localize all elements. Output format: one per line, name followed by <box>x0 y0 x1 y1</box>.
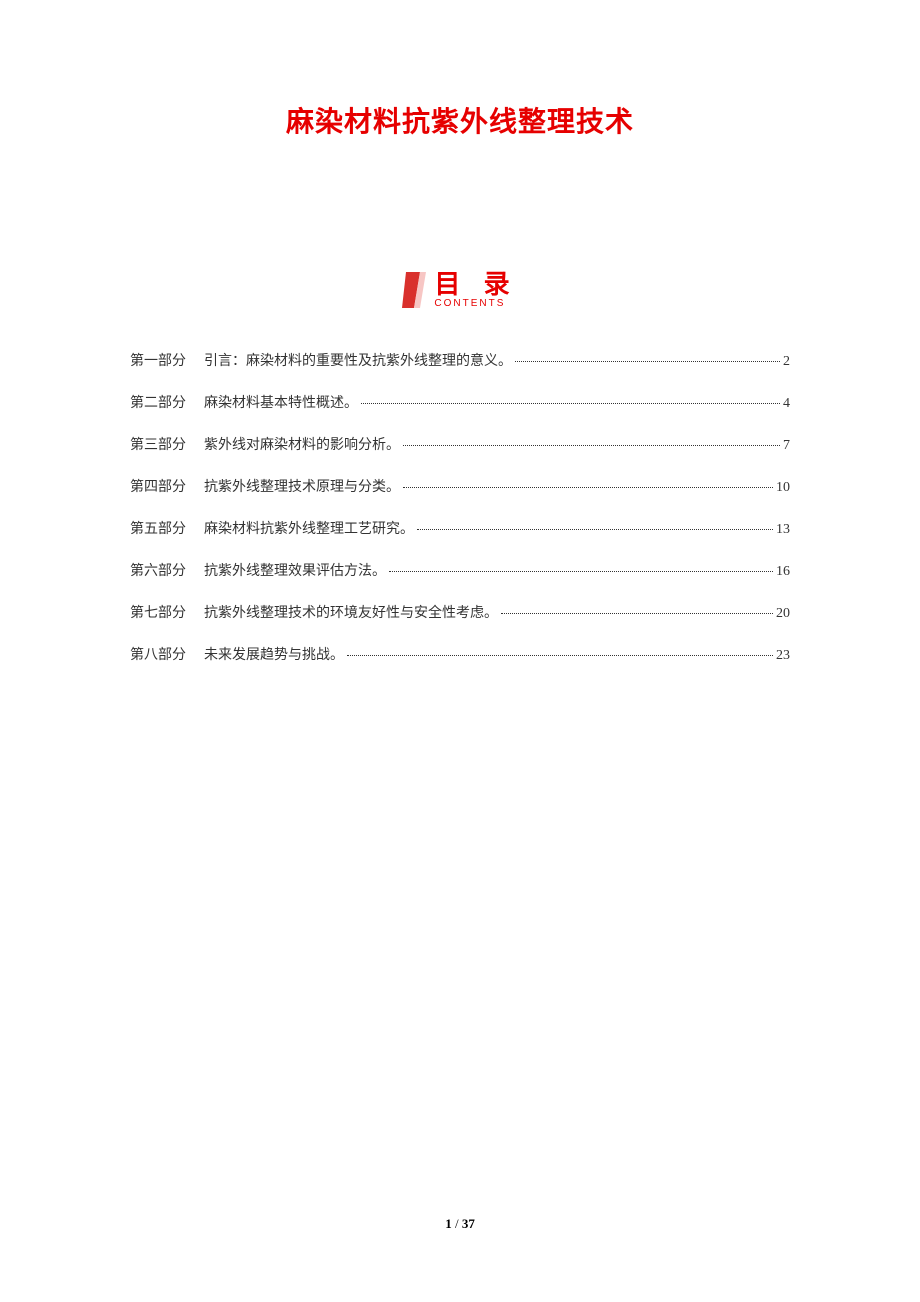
page-footer: 1 / 37 <box>0 1216 920 1232</box>
toc-page-number: 4 <box>783 396 790 412</box>
toc-page-number: 2 <box>783 354 790 370</box>
toc-leader-dots <box>403 445 780 446</box>
toc-part-label: 第八部分 <box>130 644 186 664</box>
toc-row[interactable]: 第七部分 抗紫外线整理技术的环境友好性与安全性考虑。 20 <box>130 602 790 622</box>
toc-row[interactable]: 第二部分 麻染材料基本特性概述。 4 <box>130 392 790 412</box>
toc-label-cn: 目 录 <box>434 271 517 297</box>
toc-item-text: 抗紫外线整理效果评估方法。 <box>204 560 386 580</box>
toc-leader-dots <box>361 403 780 404</box>
toc-part-label: 第四部分 <box>130 476 186 496</box>
toc-page-number: 16 <box>776 564 790 580</box>
toc-item-text: 抗紫外线整理技术的环境友好性与安全性考虑。 <box>204 602 498 622</box>
toc-leader-dots <box>501 613 773 614</box>
toc-item-text: 未来发展趋势与挑战。 <box>204 644 344 664</box>
page-total: 37 <box>462 1216 475 1231</box>
page-sep: / <box>452 1216 462 1231</box>
toc-row[interactable]: 第四部分 抗紫外线整理技术原理与分类。 10 <box>130 476 790 496</box>
toc-item-text: 引言：麻染材料的重要性及抗紫外线整理的意义。 <box>204 350 512 370</box>
toc-leader-dots <box>417 529 773 530</box>
toc-leader-dots <box>347 655 773 656</box>
toc-page-number: 23 <box>776 648 790 664</box>
toc-leader-dots <box>515 361 780 362</box>
toc-icon <box>402 270 426 310</box>
toc-row[interactable]: 第一部分 引言：麻染材料的重要性及抗紫外线整理的意义。 2 <box>130 350 790 370</box>
toc-item-text: 紫外线对麻染材料的影响分析。 <box>204 434 400 454</box>
toc-item-text: 麻染材料抗紫外线整理工艺研究。 <box>204 518 414 538</box>
toc-leader-dots <box>389 571 773 572</box>
toc-label-en: CONTENTS <box>434 299 505 309</box>
toc-item-text: 麻染材料基本特性概述。 <box>204 392 358 412</box>
toc-row[interactable]: 第五部分 麻染材料抗紫外线整理工艺研究。 13 <box>130 518 790 538</box>
toc-part-label: 第二部分 <box>130 392 186 412</box>
toc-list: 第一部分 引言：麻染材料的重要性及抗紫外线整理的意义。 2 第二部分 麻染材料基… <box>130 350 790 664</box>
toc-part-label: 第六部分 <box>130 560 186 580</box>
toc-page-number: 7 <box>783 438 790 454</box>
toc-page-number: 20 <box>776 606 790 622</box>
toc-part-label: 第七部分 <box>130 602 186 622</box>
toc-part-label: 第五部分 <box>130 518 186 538</box>
toc-part-label: 第一部分 <box>130 350 186 370</box>
toc-item-text: 抗紫外线整理技术原理与分类。 <box>204 476 400 496</box>
document-title: 麻染材料抗紫外线整理技术 <box>130 100 790 140</box>
toc-row[interactable]: 第三部分 紫外线对麻染材料的影响分析。 7 <box>130 434 790 454</box>
toc-page-number: 13 <box>776 522 790 538</box>
toc-page-number: 10 <box>776 480 790 496</box>
toc-row[interactable]: 第六部分 抗紫外线整理效果评估方法。 16 <box>130 560 790 580</box>
toc-part-label: 第三部分 <box>130 434 186 454</box>
toc-header: 目 录 CONTENTS <box>130 270 790 310</box>
toc-row[interactable]: 第八部分 未来发展趋势与挑战。 23 <box>130 644 790 664</box>
toc-leader-dots <box>403 487 773 488</box>
